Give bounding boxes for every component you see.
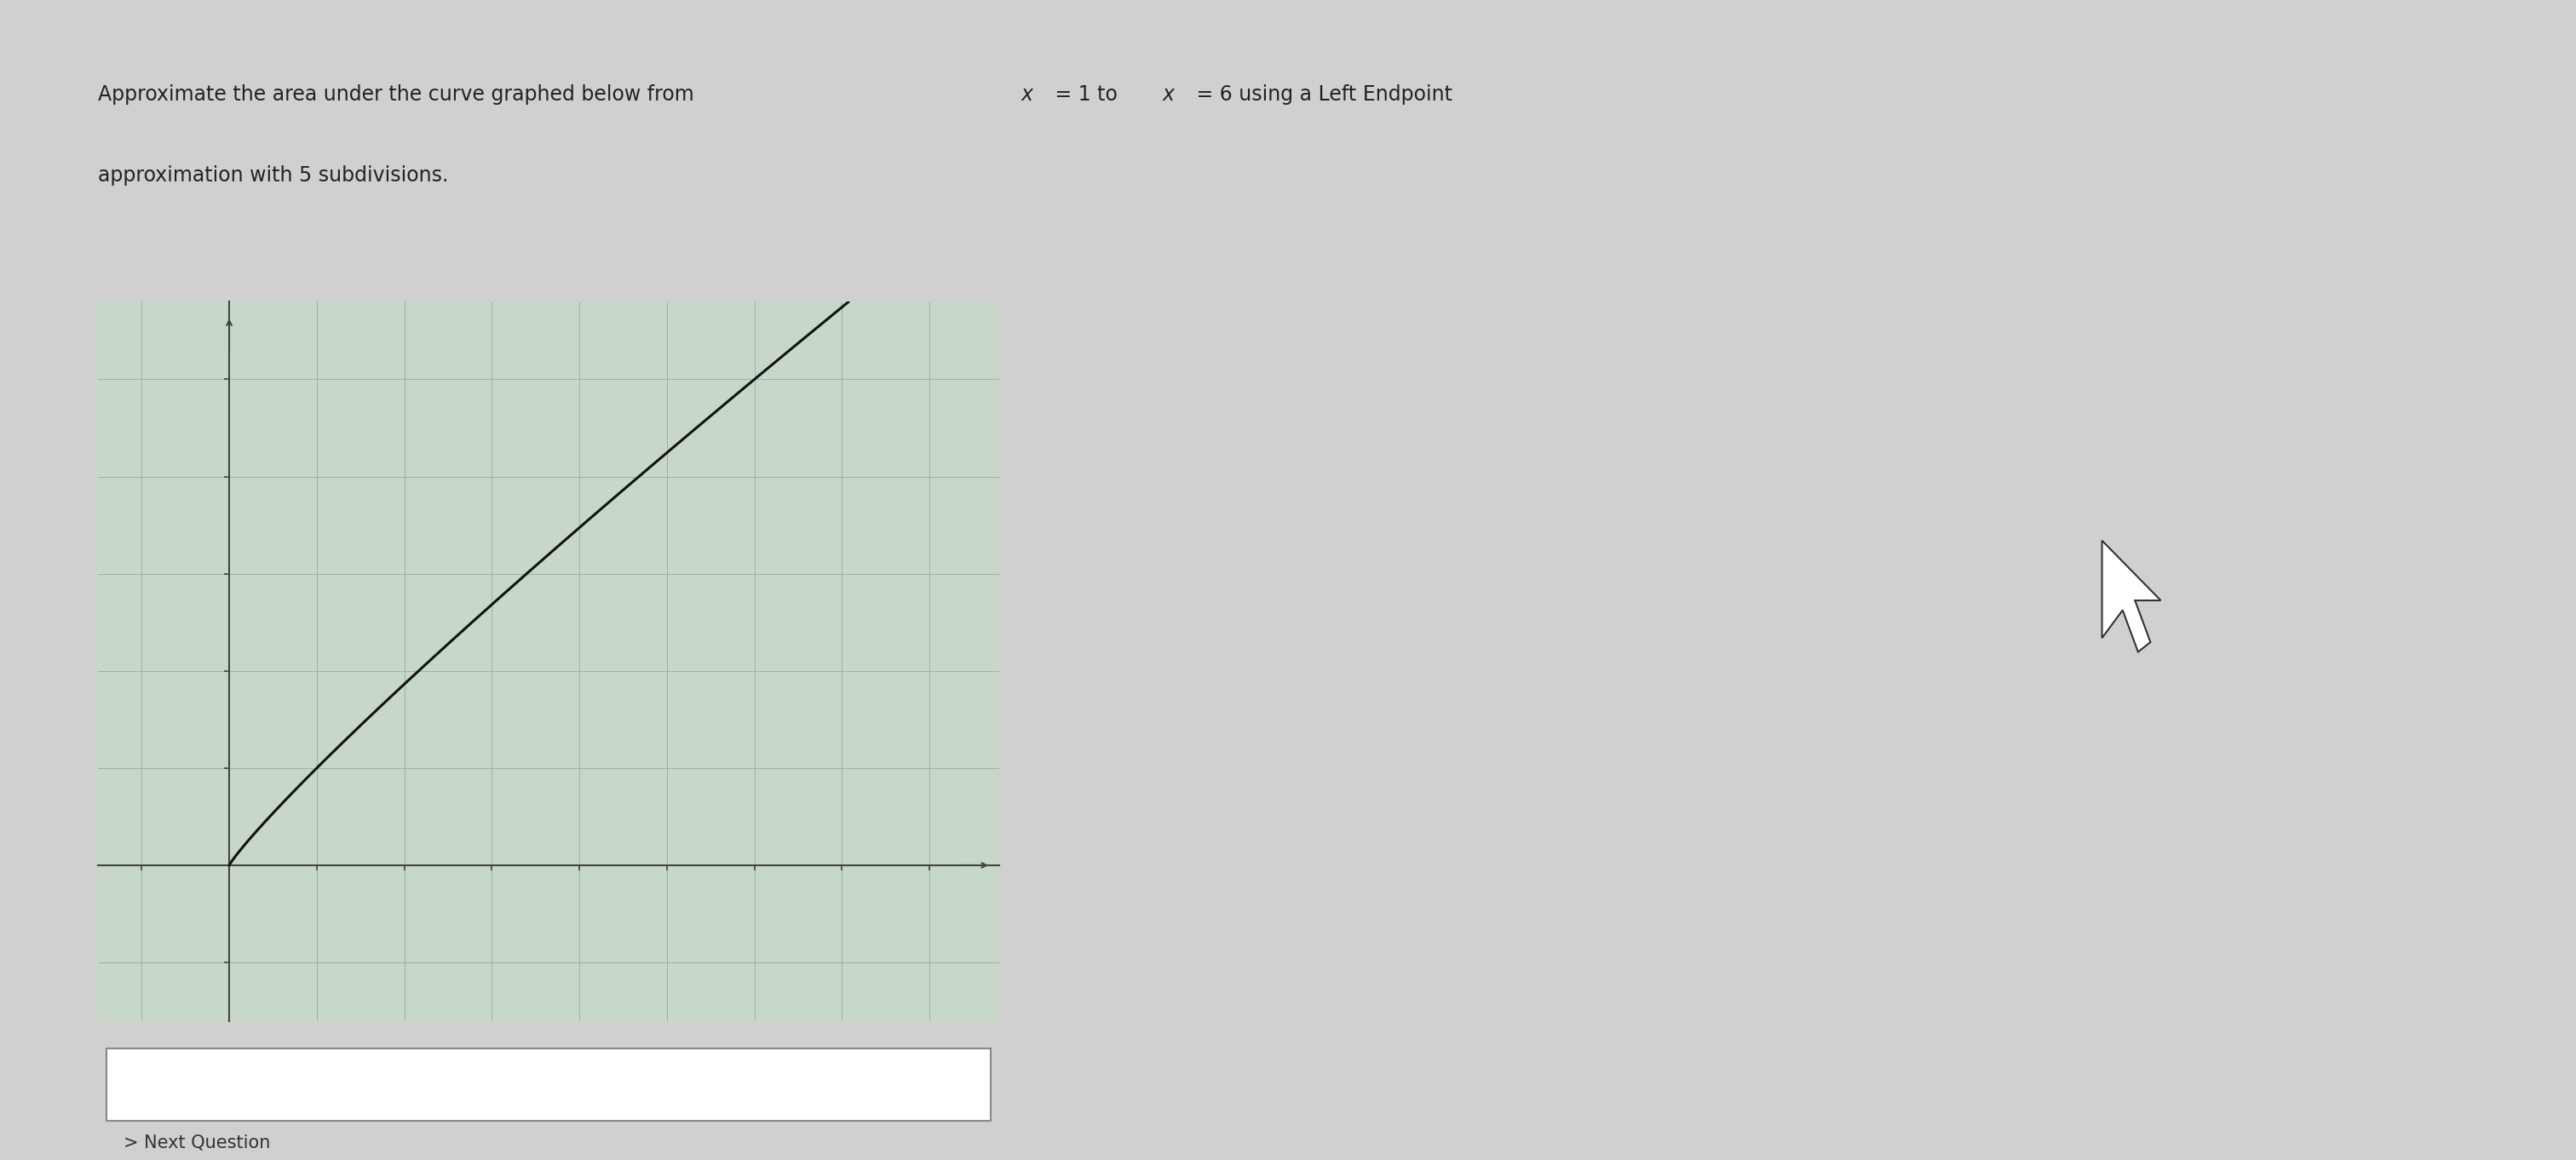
Polygon shape bbox=[2102, 541, 2161, 652]
Text: = 1 to: = 1 to bbox=[1048, 84, 1123, 104]
Text: $x$: $x$ bbox=[1162, 84, 1177, 104]
Text: = 6 using a Left Endpoint: = 6 using a Left Endpoint bbox=[1190, 84, 1453, 104]
Text: approximation with 5 subdivisions.: approximation with 5 subdivisions. bbox=[98, 165, 448, 186]
Text: > Next Question: > Next Question bbox=[124, 1133, 270, 1151]
FancyBboxPatch shape bbox=[106, 1049, 989, 1121]
Text: Approximate the area under the curve graphed below from: Approximate the area under the curve gra… bbox=[98, 84, 701, 104]
Text: $x$: $x$ bbox=[1020, 84, 1036, 104]
